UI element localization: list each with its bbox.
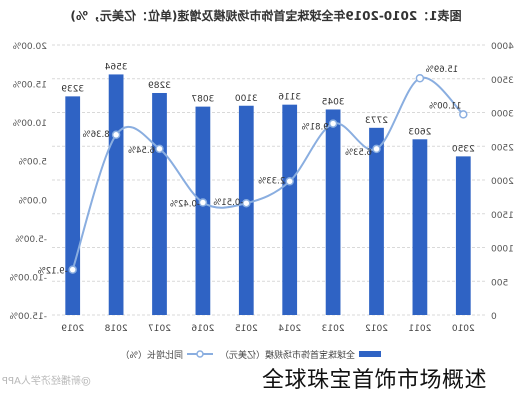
bar [282,104,298,315]
bar [108,74,124,316]
bar-value-label: 2603 [408,127,431,137]
chart-title: 图表1：2010-2019年全球珠宝首饰市场规模及增速(单位：亿美元，%) [70,8,461,23]
x-tick-label: 2017 [148,324,171,334]
legend-bar-swatch [359,351,381,357]
growth-point [328,119,338,128]
growth-value-label: 15.69% [426,65,458,75]
growth-point [242,198,251,208]
growth-value-label: 11.00% [429,101,461,111]
bar [195,106,211,315]
bar [369,127,384,315]
bar-value-label: 3116 [278,93,301,103]
legend-line-label: 同比增长（%） [120,349,183,361]
x-tick-label: 2015 [235,324,258,334]
bar-value-label: 3289 [148,81,171,91]
bar [152,92,167,316]
growth-value-label: 6.54% [128,146,155,156]
x-tick-label: 2019 [61,324,84,334]
bar [65,96,81,316]
left-axis-tick-label: 10.00% [12,119,47,129]
left-axis-tick-label: -15.00% [9,312,47,322]
growth-point [372,144,381,154]
left-axis-tick-label: 0.00% [18,196,47,206]
bar-value-label: 3239 [61,84,84,94]
x-tick-label: 2018 [104,324,127,334]
caption-text: 全球珠宝首饰市场概述 [262,368,488,393]
x-tick-label: 2016 [191,324,214,334]
growth-value-label: 9.81% [302,123,329,133]
growth-point [198,198,208,207]
bar [412,139,428,315]
growth-line [71,76,464,270]
x-tick-label: 2013 [322,324,345,334]
bar [455,156,471,315]
growth-value-label: 6.53% [345,148,372,158]
x-tick-label: 2014 [278,324,301,334]
growth-point [415,73,425,83]
bar-value-label: 3100 [235,94,258,104]
legend-line-marker [196,350,204,358]
bar-value-label: 3087 [191,95,214,105]
x-tick-label: 2011 [408,324,431,334]
bar [325,109,341,316]
right-axis-tick-label: 1000 [491,245,514,255]
growth-value-label: 8.36% [83,130,110,140]
bar-value-label: 2773 [365,116,388,126]
growth-value-label: -9.12% [38,267,68,277]
left-axis-tick-label: -5.00% [15,235,47,245]
bar [238,105,254,315]
right-axis-tick-label: 500 [491,278,508,288]
left-axis-tick-label: -10.00% [9,273,47,283]
right-axis-tick-label: 0 [491,312,497,322]
growth-point [285,177,294,186]
watermark-text: @新播经济学人APP [2,376,91,387]
bar-value-label: 2350 [452,144,475,154]
bar-value-label: 3564 [104,62,127,72]
growth-point [111,130,121,140]
right-axis-tick-label: 3500 [491,76,514,86]
growth-value-label: 2.33% [258,176,285,186]
left-axis-tick-label: 20.00% [12,42,47,52]
right-axis-tick-label: 3000 [491,110,514,120]
growth-point [155,144,164,154]
legend-bar-label: 全球珠宝首饰市场规模（亿美元） [220,349,355,361]
right-axis-tick-label: 1500 [491,211,514,221]
growth-point [68,265,77,274]
right-axis-tick-label: 2000 [491,177,514,187]
right-axis-tick-label: 4000 [491,42,514,52]
left-axis-tick-label: 15.00% [12,81,47,91]
x-tick-label: 2010 [452,324,475,334]
left-axis-tick-label: 5.00% [18,158,47,168]
growth-value-label: -0.42% [170,200,200,210]
bar-value-label: 3045 [322,97,345,107]
x-tick-label: 2012 [365,324,388,334]
growth-value-label: -0.51% [213,198,243,208]
growth-point [459,110,468,119]
right-axis-tick-label: 2500 [491,143,514,153]
